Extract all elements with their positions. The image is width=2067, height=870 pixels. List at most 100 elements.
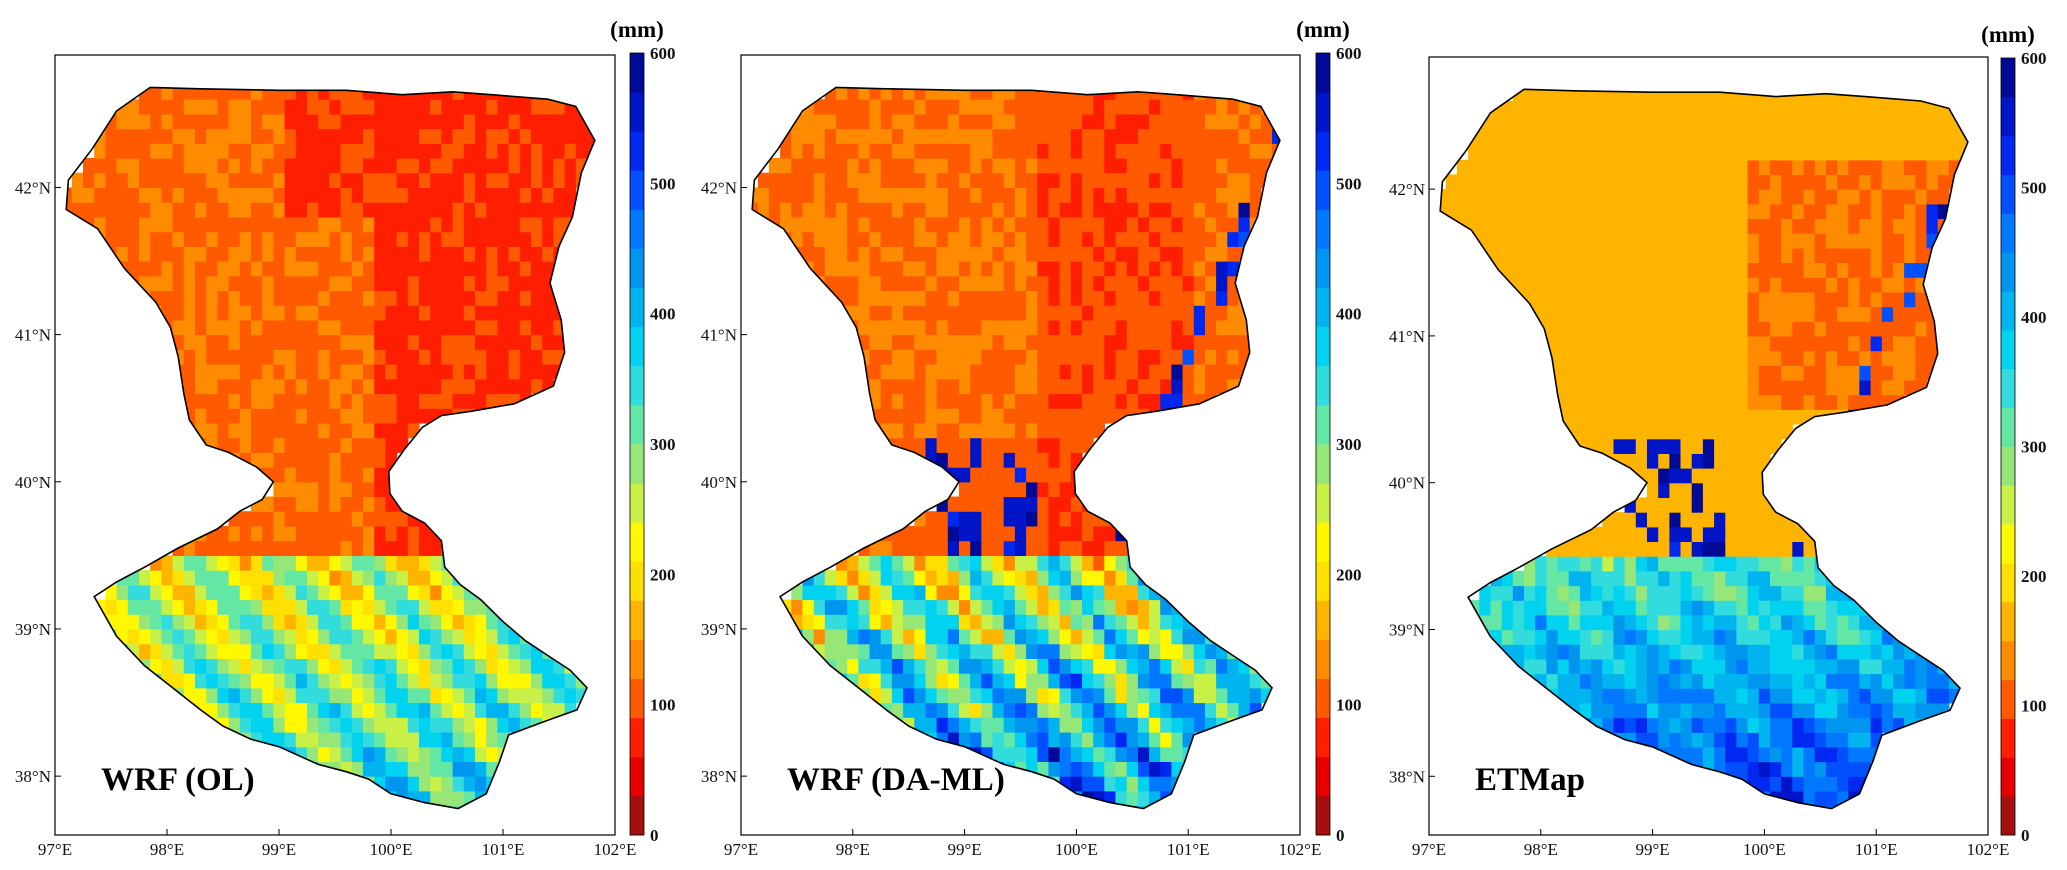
x-tick-label: 98°E: [1524, 840, 1558, 859]
colorbar-segment: [1316, 522, 1330, 562]
colorbar-segment: [2001, 252, 2015, 292]
colorbar-segment: [1316, 131, 1330, 171]
colorbar-segment: [2001, 563, 2015, 603]
x-tick-label: 98°E: [150, 840, 184, 859]
colorbar-segment: [1316, 326, 1330, 367]
colorbar: 0 100 200 300 400 500 600 (mm): [610, 17, 675, 845]
colorbar-tick-label: 600: [650, 44, 676, 63]
colorbar-segment: [630, 522, 644, 562]
colorbar-segment: [1316, 170, 1330, 210]
colorbar-segment: [630, 639, 644, 679]
colorbar-tick-label: 300: [1336, 435, 1362, 454]
colorbar-tick-label: 300: [2021, 438, 2047, 457]
x-tick-label: 100°E: [1743, 840, 1786, 859]
colorbar-tick-label: 200: [1336, 565, 1362, 584]
y-tick-label: 39°N: [701, 620, 737, 639]
y-tick-label: 38°N: [1389, 767, 1425, 786]
y-tick-label: 42°N: [15, 178, 51, 197]
x-tick-label: 102°E: [1967, 840, 2010, 859]
x-tick-label: 99°E: [262, 840, 296, 859]
colorbar-segment: [2001, 174, 2015, 214]
colorbar-segment: [630, 717, 644, 758]
colorbar-tick-label: 100: [2021, 697, 2047, 716]
colorbar-segment: [2001, 485, 2015, 525]
colorbar-segment: [1316, 483, 1330, 523]
colorbar: 0 100 200 300 400 500 600 (mm): [1296, 17, 1361, 845]
colorbar-segment: [2001, 58, 2015, 98]
x-tick-label: 99°E: [1636, 840, 1670, 859]
colorbar-segment: [630, 483, 644, 523]
colorbar-segment: [2001, 640, 2015, 681]
colorbar-segment: [630, 131, 644, 171]
y-tick-label: 40°N: [701, 473, 737, 492]
colorbar-segment: [1316, 444, 1330, 484]
x-tick-label: 99°E: [948, 840, 982, 859]
colorbar-segment: [1316, 561, 1330, 601]
colorbar-segment: [630, 92, 644, 132]
colorbar-segment: [2001, 718, 2015, 758]
colorbar-tick-label: 500: [650, 174, 676, 193]
x-tick-label: 102°E: [594, 840, 637, 859]
colorbar-segment: [1316, 209, 1330, 249]
colorbar-segment: [2001, 601, 2015, 642]
x-tick-label: 102°E: [1279, 840, 1322, 859]
colorbar-segment: [630, 795, 644, 836]
colorbar-segment: [630, 326, 644, 367]
colorbar-segment: [630, 444, 644, 484]
panel-title: WRF (OL): [101, 762, 255, 798]
colorbar-segment: [1316, 248, 1330, 288]
y-tick-label: 40°N: [15, 473, 51, 492]
colorbar-segment: [630, 170, 644, 210]
colorbar-segment: [2001, 291, 2015, 331]
colorbar-segment: [2001, 796, 2015, 836]
colorbar-unit: (mm): [1296, 17, 1350, 42]
colorbar-segment: [630, 287, 644, 328]
basin-boundary: [65, 86, 596, 810]
colorbar: 0 100 200 300 400 500 600 (mm): [1981, 22, 2046, 845]
colorbar-tick-label: 300: [650, 435, 676, 454]
colorbar-segment: [630, 756, 644, 797]
colorbar-tick-label: 400: [2021, 308, 2047, 327]
colorbar-tick-label: 100: [650, 696, 676, 715]
basin-boundary: [751, 86, 1281, 810]
x-tick-label: 97°E: [1412, 840, 1446, 859]
basin-boundary: [1439, 88, 1969, 810]
colorbar-tick-label: 500: [2021, 179, 2047, 198]
colorbar-segment: [2001, 368, 2015, 409]
colorbar-segment: [1316, 678, 1330, 719]
y-tick-label: 39°N: [15, 620, 51, 639]
x-tick-label: 101°E: [1167, 840, 1210, 859]
x-tick-label: 100°E: [370, 840, 413, 859]
colorbar-segment: [2001, 407, 2015, 447]
colorbar-tick-label: 200: [2021, 567, 2047, 586]
y-tick-label: 40°N: [1389, 474, 1425, 493]
et-raster: [752, 87, 1280, 809]
colorbar-segment: [1316, 53, 1330, 93]
colorbar-segment: [1316, 639, 1330, 679]
colorbar-segment: [2001, 329, 2015, 370]
colorbar-segment: [630, 53, 644, 93]
x-tick-label: 101°E: [482, 840, 525, 859]
colorbar-unit: (mm): [1981, 22, 2035, 47]
map-panel: 97°E 98°E 99°E 100°E 101°E 102°E 38°N 39°N 40°N 4…: [701, 17, 1362, 859]
colorbar-tick-label: 100: [1336, 696, 1362, 715]
colorbar-segment: [1316, 404, 1330, 445]
colorbar-segment: [630, 365, 644, 406]
et-raster: [1440, 89, 1968, 809]
colorbar-tick-label: 600: [1336, 44, 1362, 63]
colorbar-segment: [2001, 135, 2015, 175]
colorbar-tick-label: 400: [650, 305, 676, 324]
colorbar-segment: [1316, 756, 1330, 797]
x-tick-label: 101°E: [1855, 840, 1898, 859]
colorbar-segment: [630, 600, 644, 640]
colorbar-tick-label: 0: [2021, 826, 2030, 845]
colorbar-segment: [1316, 717, 1330, 758]
et-raster: [66, 87, 595, 809]
colorbar-tick-label: 0: [1336, 826, 1345, 845]
colorbar-segment: [2001, 96, 2015, 137]
colorbar-segment: [2001, 679, 2015, 719]
colorbar-tick-label: 0: [650, 826, 659, 845]
panel-title: ETMap: [1475, 762, 1585, 798]
colorbar-segment: [1316, 600, 1330, 640]
